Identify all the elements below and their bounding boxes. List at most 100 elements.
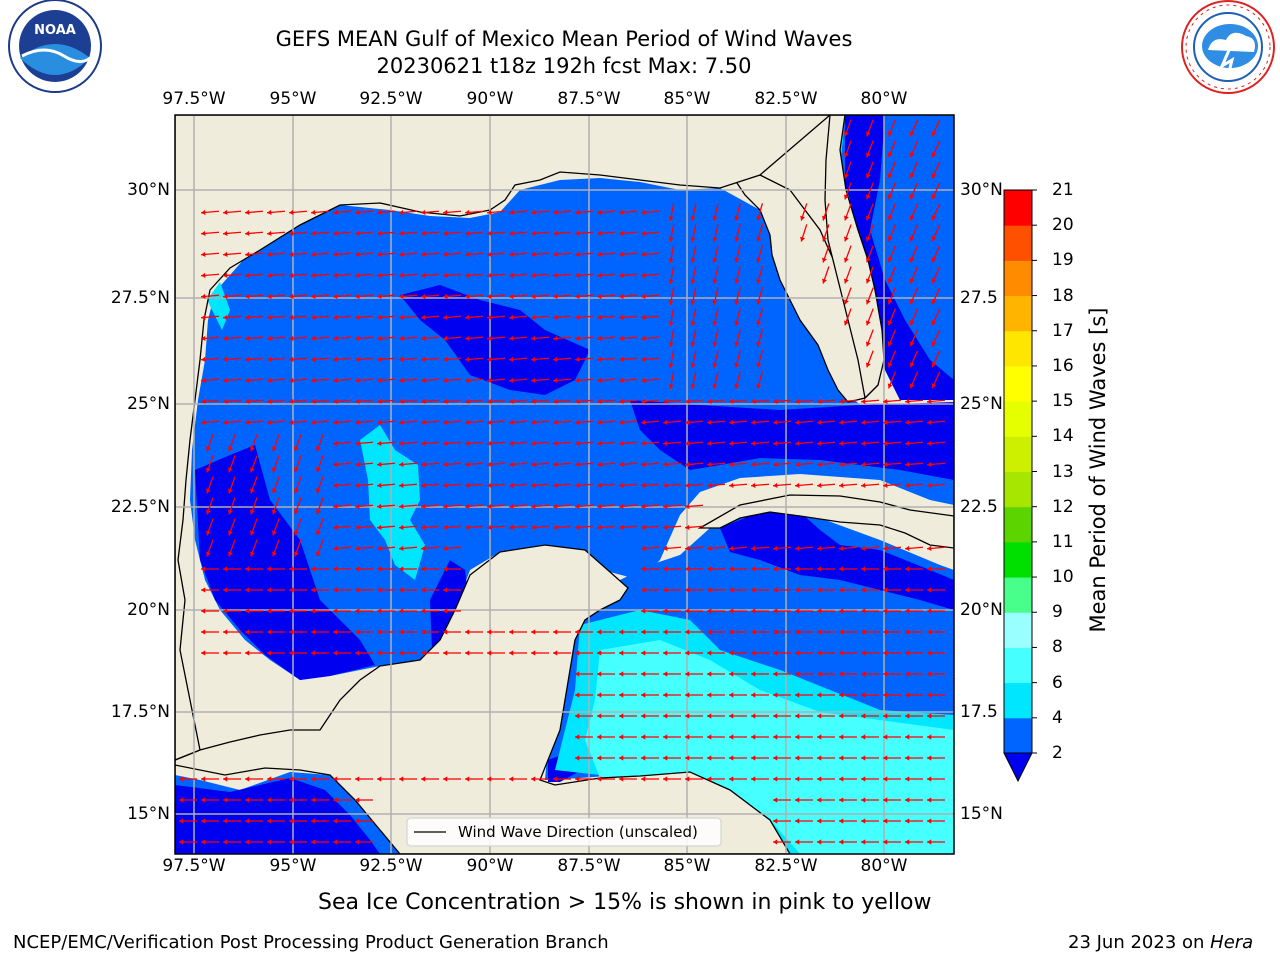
wind-arrow-head [597, 461, 602, 467]
wind-arrow-head [927, 398, 932, 404]
wind-arrow-head [663, 440, 668, 446]
wind-arrow-head [690, 342, 696, 347]
wind-arrow-head [201, 776, 206, 782]
wind-arrow-head [641, 314, 646, 320]
colorbar-tick-label: 18 [1052, 285, 1074, 306]
wind-arrow-head [773, 461, 778, 467]
wind-arrow-head [575, 440, 580, 446]
wind-arrow-head [421, 398, 426, 404]
wind-arrow-head [931, 215, 937, 221]
wind-arrow-head [756, 236, 762, 242]
wind-arrow-head [289, 377, 294, 383]
wind-arrow-head [909, 257, 915, 263]
wind-arrow-head [443, 335, 448, 341]
wind-arrow-head [707, 587, 712, 593]
wind-arrow-head [575, 524, 580, 530]
lon-tick-bot: 90°W [466, 856, 514, 876]
wind-arrow-head [597, 692, 602, 698]
lat-tick-left: 27.5°N [110, 288, 170, 308]
wind-arrow-head [377, 209, 382, 215]
wind-arrow-head [690, 384, 696, 389]
wind-arrow-head [355, 272, 360, 278]
wind-arrow-head [487, 629, 492, 635]
wind-arrow-head [641, 545, 646, 551]
wind-arrow-head [267, 797, 272, 803]
wind-arrow-head [619, 461, 624, 467]
wind-arrow-head [465, 482, 470, 488]
footer-credit: NCEP/EMC/Verification Post Processing Pr… [13, 932, 609, 953]
wind-arrow-head [311, 629, 316, 635]
wind-arrow-head [712, 278, 718, 284]
wind-arrow-head [249, 530, 255, 536]
wind-arrow-head [249, 551, 255, 557]
wind-arrow-head [315, 551, 321, 557]
wind-arrow-head [333, 608, 338, 614]
wind-arrow-head [685, 713, 690, 719]
wind-arrow-head [443, 461, 448, 467]
wind-arrow-head [668, 237, 674, 242]
wind-arrow-head [205, 488, 211, 494]
colorbar-segment [1004, 471, 1032, 508]
wind-arrow-head [619, 356, 624, 362]
wind-arrow-head [861, 419, 866, 425]
wind-arrow-head [931, 362, 937, 368]
wind-arrow-head [685, 503, 690, 509]
wind-arrow-head [205, 467, 211, 473]
wind-arrow-head [421, 587, 426, 593]
wind-arrow-head [927, 650, 932, 656]
wind-arrow-head [311, 776, 316, 782]
lat-tick-left: 25°N [127, 394, 170, 414]
noaa-logo: NOAA [8, 0, 102, 93]
wind-arrow-head [927, 629, 932, 635]
wind-arrow-head [201, 251, 206, 257]
wind-arrow-head [271, 488, 277, 494]
wind-arrow-head [421, 335, 426, 341]
wind-arrow-head [663, 713, 668, 719]
wind-arrow-head [333, 251, 338, 257]
wind-arrow-head [377, 587, 382, 593]
wind-arrow-head [201, 314, 206, 320]
wind-arrow-head [619, 776, 624, 782]
wind-arrow-head [729, 587, 734, 593]
wind-arrow-head [865, 278, 871, 284]
wind-arrow-head [421, 545, 426, 551]
map-frame [174, 114, 955, 855]
wind-arrow-head [267, 335, 272, 341]
wind-arrow-head [909, 320, 915, 326]
wind-arrow-head [909, 362, 915, 368]
wind-arrow-head [927, 734, 932, 740]
wind-arrow-head [355, 503, 360, 509]
wind-arrow-head [685, 524, 690, 530]
wind-arrow-head [531, 440, 536, 446]
colorbar-segment [1004, 506, 1032, 543]
colorbar-segment [1004, 682, 1032, 719]
wind-arrow-head [734, 236, 740, 242]
wind-arrow-head [641, 566, 646, 572]
wind-arrow-head [421, 629, 426, 635]
wind-arrow-head [421, 440, 426, 446]
wind-arrow-head [734, 341, 740, 347]
wind-arrow-head [465, 251, 470, 257]
wind-arrow-head [795, 440, 800, 446]
wind-arrow-head [905, 482, 910, 488]
wind-arrow-head [245, 629, 250, 635]
wind-arrow-head [597, 755, 602, 761]
wind-arrow-head [685, 608, 690, 614]
wind-arrow-head [355, 251, 360, 257]
wind-arrow-head [927, 419, 932, 425]
wind-arrow-head [905, 755, 910, 761]
wind-arrow-head [333, 209, 338, 215]
wind-arrow-head [817, 650, 822, 656]
wind-arrow-head [619, 335, 624, 341]
wind-arrow-head [641, 755, 646, 761]
wind-arrow-head [597, 314, 602, 320]
wind-arrow-head [487, 776, 492, 782]
wind-arrow-head [333, 839, 338, 845]
wind-arrow-head [641, 671, 646, 677]
wind-arrow-head [927, 440, 932, 446]
wind-arrow-head [553, 650, 558, 656]
wind-arrow-head [509, 230, 514, 236]
wind-arrow-head [597, 440, 602, 446]
wind-arrow-head [712, 236, 718, 242]
wind-arrow-head [865, 215, 871, 221]
